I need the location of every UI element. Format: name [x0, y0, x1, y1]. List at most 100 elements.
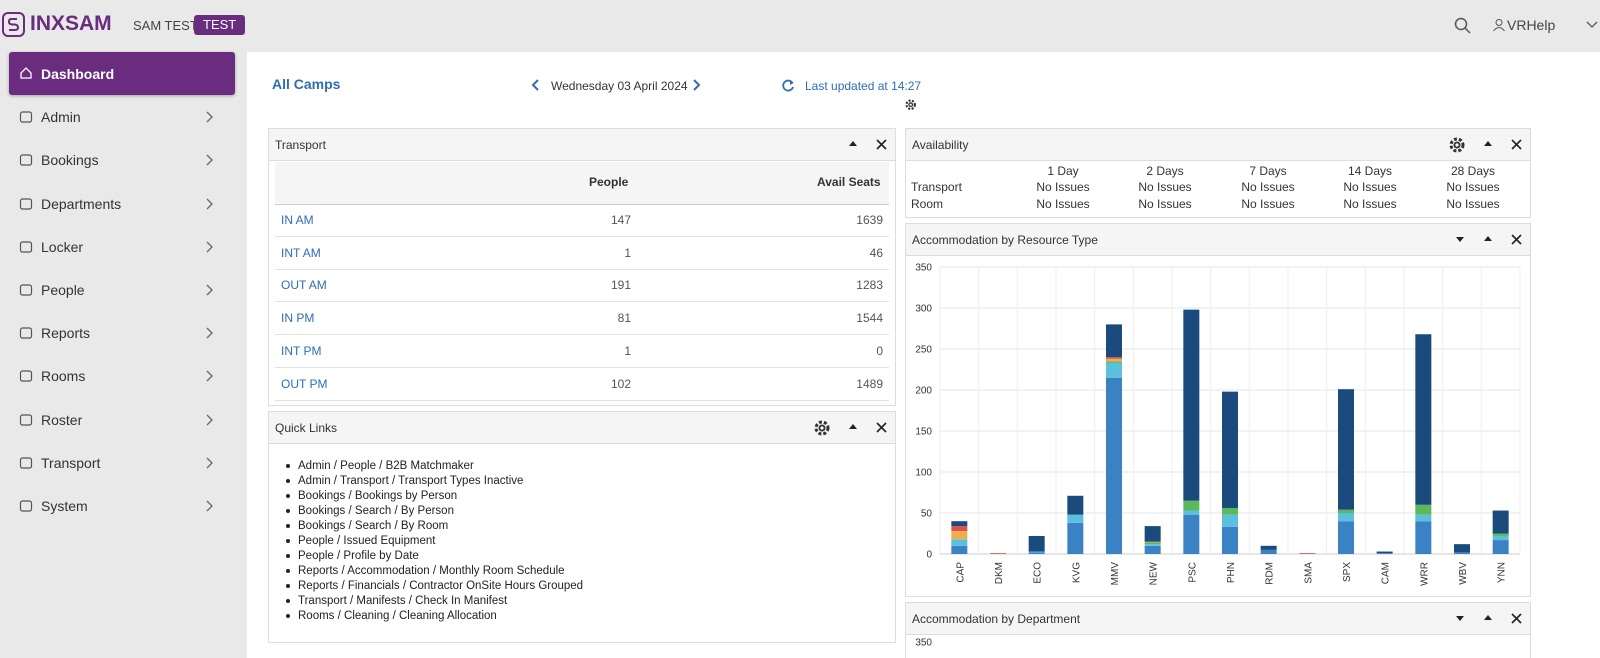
- y-tick-label: 250: [915, 345, 932, 356]
- x-tick-label: KVG: [1071, 562, 1082, 583]
- quick-link[interactable]: People / Profile by Date: [298, 550, 419, 562]
- bullet: [286, 599, 290, 603]
- bar-segment: [1492, 533, 1509, 536]
- panel-up[interactable]: [848, 422, 858, 432]
- x-tick-label: RDM: [1265, 562, 1276, 585]
- y-tick-label: 150: [915, 427, 932, 438]
- bar-segment: [1028, 535, 1045, 552]
- x-tick-label: WRR: [1419, 562, 1430, 586]
- panel-up[interactable]: [848, 139, 858, 149]
- nav-label: Reports: [41, 325, 91, 342]
- x-tick-label: YNN: [1497, 562, 1508, 583]
- bar-segment: [1144, 545, 1161, 554]
- bar-segment: [1415, 514, 1432, 522]
- bar-segment: [1222, 526, 1238, 554]
- panel-up[interactable]: [1483, 234, 1493, 244]
- col-header: People: [589, 175, 629, 189]
- avail-status: No Issues: [1138, 180, 1192, 194]
- panel-title: Quick Links: [275, 421, 338, 435]
- y-tick-label: 350: [915, 638, 932, 649]
- bar-segment: [1492, 510, 1509, 534]
- panel-gear[interactable]: [813, 419, 831, 437]
- logo-icon: [2, 12, 25, 37]
- panel-down[interactable]: [1455, 613, 1465, 623]
- row-link[interactable]: IN AM: [281, 213, 314, 227]
- env-badge: TEST: [194, 15, 246, 35]
- x-tick-label: CAP: [955, 562, 966, 583]
- avail-status: No Issues: [1446, 180, 1500, 194]
- user-menu[interactable]: VRHelp: [1507, 17, 1556, 33]
- row-link[interactable]: INT AM: [281, 245, 321, 260]
- row-link[interactable]: OUT AM: [281, 278, 327, 293]
- nav-icon: [19, 197, 33, 210]
- x-tick-label: MMV: [1110, 562, 1121, 586]
- settings[interactable]: [903, 97, 921, 115]
- quick-link[interactable]: Reports / Accommodation / Monthly Room S…: [298, 565, 565, 577]
- panel-up[interactable]: [1483, 613, 1493, 623]
- panel-header: [905, 602, 1531, 635]
- quick-link[interactable]: Bookings / Search / By Room: [298, 520, 449, 532]
- quick-link[interactable]: Rooms / Cleaning / Cleaning Allocation: [298, 610, 497, 622]
- panel-close[interactable]: [876, 422, 887, 433]
- avail-col: 2 Days: [1146, 164, 1184, 178]
- bar-segment: [1028, 551, 1045, 553]
- nav-chevron: [206, 111, 213, 123]
- row-link[interactable]: OUT PM: [281, 376, 328, 391]
- row-link[interactable]: IN PM: [281, 311, 315, 326]
- bar-segment: [1492, 540, 1509, 554]
- bar-segment: [1106, 358, 1122, 362]
- panel-gear[interactable]: [1448, 136, 1466, 154]
- panel-close[interactable]: [1511, 139, 1522, 150]
- quick-link[interactable]: Bookings / Bookings by Person: [298, 490, 458, 502]
- bar-segment: [951, 545, 968, 554]
- refresh-icon[interactable]: [782, 79, 795, 92]
- bar-segment: [951, 521, 968, 527]
- quick-link[interactable]: Transport / Manifests / Check In Manifes…: [298, 595, 508, 607]
- panel-title: Transport: [275, 138, 326, 152]
- bullet: [286, 584, 290, 588]
- bar-segment: [1222, 391, 1238, 509]
- y-tick-label: 100: [915, 468, 932, 479]
- search-icon[interactable]: [1454, 17, 1472, 35]
- panel-down[interactable]: [1455, 234, 1465, 244]
- bar-segment: [990, 553, 1006, 554]
- nav-item-active[interactable]: [9, 52, 235, 95]
- quick-link[interactable]: Reports / Financials / Contractor OnSite…: [298, 580, 584, 592]
- bullet: [286, 569, 290, 573]
- bar-segment: [951, 531, 968, 540]
- quick-link[interactable]: Admin / People / B2B Matchmaker: [298, 460, 474, 472]
- bar-segment: [951, 539, 968, 546]
- avail-seats: 46: [869, 245, 883, 260]
- y-tick-label: 300: [915, 304, 932, 315]
- bar-segment: [1338, 389, 1354, 510]
- nav-label: Departments: [41, 195, 122, 212]
- bullet: [286, 524, 290, 528]
- avail-status: No Issues: [1036, 180, 1090, 194]
- quick-link[interactable]: Bookings / Search / By Person: [298, 505, 454, 517]
- bar-segment: [1028, 552, 1045, 554]
- bar-segment: [1338, 509, 1354, 513]
- bar-segment: [1338, 513, 1354, 522]
- row-link[interactable]: INT PM: [281, 343, 322, 358]
- bar-segment: [1415, 521, 1432, 554]
- x-tick-label: ECO: [1033, 562, 1044, 584]
- avail-seats: 1639: [856, 213, 883, 227]
- bar-segment: [1183, 510, 1200, 515]
- quick-link[interactable]: People / Issued Equipment: [298, 535, 436, 547]
- table-row: [275, 302, 889, 336]
- prev-day[interactable]: [531, 79, 541, 91]
- panel-close[interactable]: [1511, 234, 1522, 245]
- quick-link[interactable]: Admin / Transport / Transport Types Inac…: [298, 475, 524, 487]
- site-name: SAM TEST: [133, 18, 198, 33]
- panel-close[interactable]: [1511, 613, 1522, 624]
- people-count: 147: [610, 213, 631, 227]
- panel-up[interactable]: [1483, 139, 1493, 149]
- bar-segment: [1144, 541, 1161, 543]
- next-day[interactable]: [691, 79, 701, 91]
- panel-close[interactable]: [876, 139, 887, 150]
- nav-label: Bookings: [41, 152, 99, 169]
- nav-icon: [19, 327, 33, 339]
- avail-row-label: Transport: [911, 180, 962, 194]
- y-tick-label: 350: [915, 263, 932, 274]
- bar-segment: [1260, 545, 1277, 550]
